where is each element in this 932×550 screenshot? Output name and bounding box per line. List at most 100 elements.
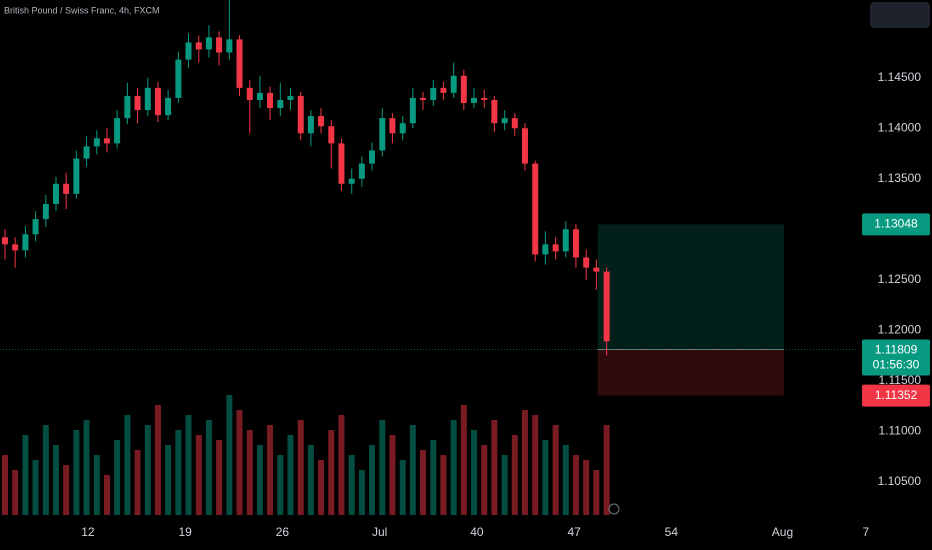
volume-bar [52,445,59,515]
volume-bar [328,430,335,515]
candle-body [83,146,90,159]
y-tick-label: 1.13500 [878,171,922,185]
volume-bar [124,415,131,515]
y-tick-label: 1.10500 [878,474,922,488]
countdown: 01:56:30 [873,358,920,372]
volume-bar [572,455,579,515]
candle-body [216,37,223,53]
volume-bar [256,445,263,515]
candle-body [399,123,406,134]
candle-body [63,183,70,194]
candle-body [246,87,253,100]
current-price-label: 1.11809 [875,343,918,357]
volume-bar [348,455,355,515]
x-tick-label: Aug [772,525,793,539]
y-tick-label: 1.11000 [879,423,922,437]
volume-bar [22,435,29,515]
volume-bar [73,430,80,515]
candle-body [32,219,39,235]
candle-body [185,42,192,60]
stop-price-label-bg [862,384,930,407]
candle-body [470,97,477,103]
volume-bar [236,410,243,515]
stop-price-label: 1.11352 [875,388,918,402]
candle-body [175,59,182,98]
volume-bar [369,445,376,515]
x-tick-label: 7 [862,525,869,539]
volume-bar [175,430,182,515]
volume-bar [521,410,528,515]
volume-bar [562,445,569,515]
candle-body [358,163,365,179]
volume-bar [307,445,314,515]
volume-bar [195,435,202,515]
price-axis: 1.10500 1.11000 1.11500 1.12000 1.12500 1.130… [862,70,930,488]
x-tick-label: 19 [178,525,192,539]
candle-body [124,95,131,119]
candle-body [318,116,325,127]
volume-bar [532,415,539,515]
volume-bar [114,440,121,515]
candle-body [583,257,590,268]
x-tick-label: 54 [665,525,679,539]
x-tick-label: 40 [470,525,484,539]
volume-bar [409,425,416,515]
candle-body [542,244,549,255]
volume-bar [470,430,477,515]
volume-bar [246,430,253,515]
candle-body [267,92,274,109]
volume-bar [511,435,518,515]
y-tick-label: 1.11500 [879,373,922,387]
candle-body [481,97,488,100]
volume-bar [205,420,212,515]
volume-bar [440,455,447,515]
volume-bar [216,440,223,515]
candle-body [22,234,29,251]
volume-bar [226,395,233,515]
candle-body [603,271,610,342]
y-tick-label: 1.12000 [878,322,922,336]
candle-body [134,95,141,111]
candle-body [419,97,426,100]
candle-body [52,183,59,204]
candle-body [42,203,49,220]
volume-bar [399,460,406,515]
volume-bar [267,425,274,515]
candle-body [93,138,100,147]
toolbar-button[interactable] [870,2,930,28]
candle-body [195,42,202,50]
candle-body [501,118,508,124]
candle-body [511,118,518,129]
candle-body [165,97,172,116]
volume-bar [144,425,151,515]
volume-bar [93,455,100,515]
target-price-label: 1.13048 [874,217,918,231]
volume-bar [583,460,590,515]
candle-body [521,128,528,164]
candle-body [287,95,294,100]
volume-bar [318,460,325,515]
volume-bar [42,425,49,515]
plot-area: 12 19 26 Jul 40 47 54 Aug 7 [0,0,869,539]
candle-body [369,150,376,164]
volume-bar [491,420,498,515]
candle-body [328,126,335,144]
candle-body [532,163,539,255]
candle-body [572,229,579,258]
candle-body [297,95,304,134]
candle-body [430,87,437,100]
volume-bar [297,420,304,515]
replay-icon[interactable] [608,503,620,515]
volume-bar [419,450,426,515]
volume-bar [460,405,467,515]
candle-body [409,97,416,124]
y-tick-label: 1.14500 [878,70,922,84]
candle-body [12,244,19,251]
candle-body [103,138,110,144]
volume-bar [338,415,345,515]
candle-body [593,267,600,272]
volume-bar [277,455,284,515]
volume-bar [379,420,386,515]
